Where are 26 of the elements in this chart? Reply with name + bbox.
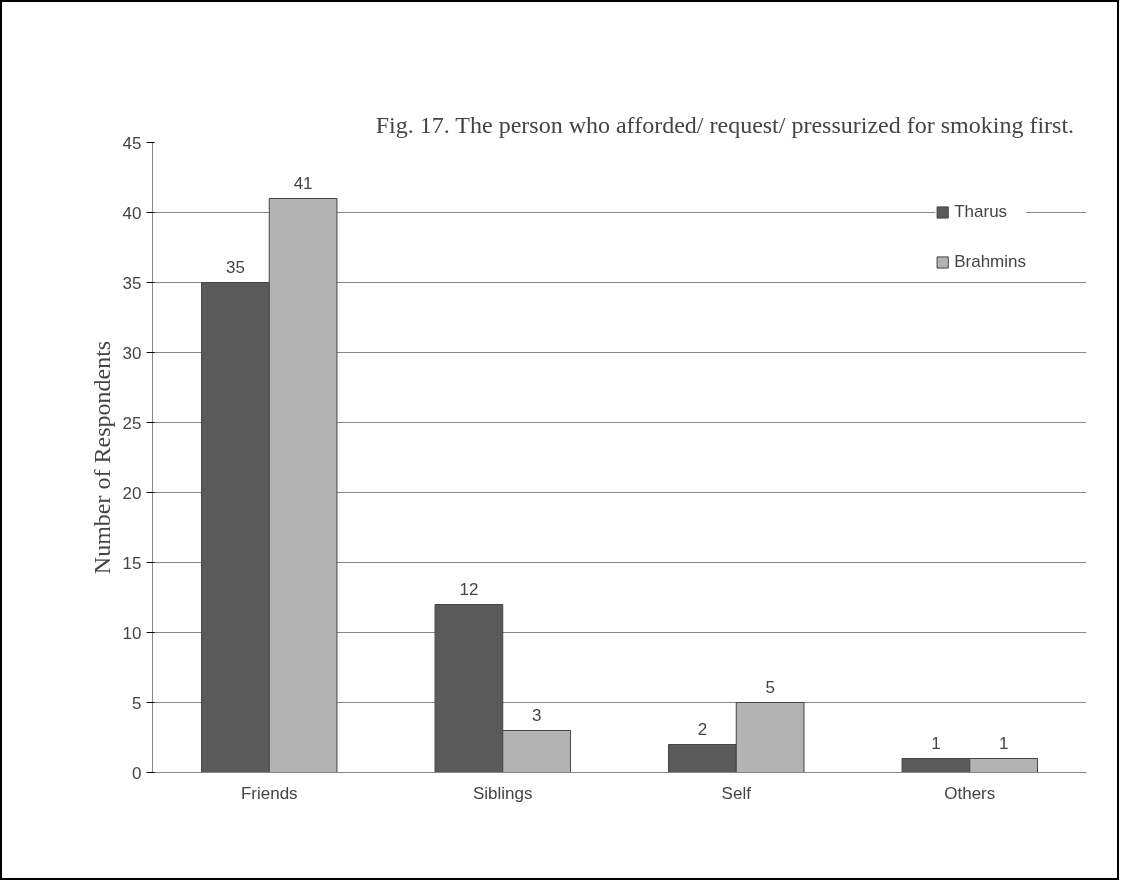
data-label: 1	[998, 733, 1009, 753]
data-label: 35	[225, 257, 245, 277]
y-tick-label: 15	[122, 553, 142, 573]
legend-label: Brahmins	[954, 252, 1026, 272]
x-tick-label: Siblings	[472, 783, 533, 803]
chart-title: Fig. 17. The person who afforded/ request/ pressurized for smoking first.	[375, 111, 1075, 138]
y-tick-label: 20	[122, 483, 142, 503]
data-label: 41	[293, 173, 313, 193]
y-tick-label: 40	[122, 203, 142, 223]
data-label: 5	[765, 677, 775, 697]
y-tick-label: 25	[122, 413, 142, 433]
x-tick-label: Friends	[240, 783, 298, 803]
data-label: 3	[531, 705, 542, 725]
data-label: 2	[697, 719, 708, 739]
data-label: 12	[459, 579, 479, 599]
legend-label: Tharus	[954, 202, 1008, 222]
y-tick-label: 35	[122, 273, 142, 293]
data-label: 1	[931, 733, 941, 753]
y-tick-label: 45	[122, 133, 142, 153]
y-tick-label: 0	[132, 763, 142, 783]
y-tick-label: 10	[122, 623, 142, 643]
y-tick-label: 5	[132, 693, 142, 713]
y-axis-title: Number of Respondents	[88, 340, 115, 575]
x-tick-label: Self	[721, 783, 752, 803]
x-tick-label: Others	[944, 783, 996, 803]
y-tick-label: 30	[122, 343, 142, 363]
